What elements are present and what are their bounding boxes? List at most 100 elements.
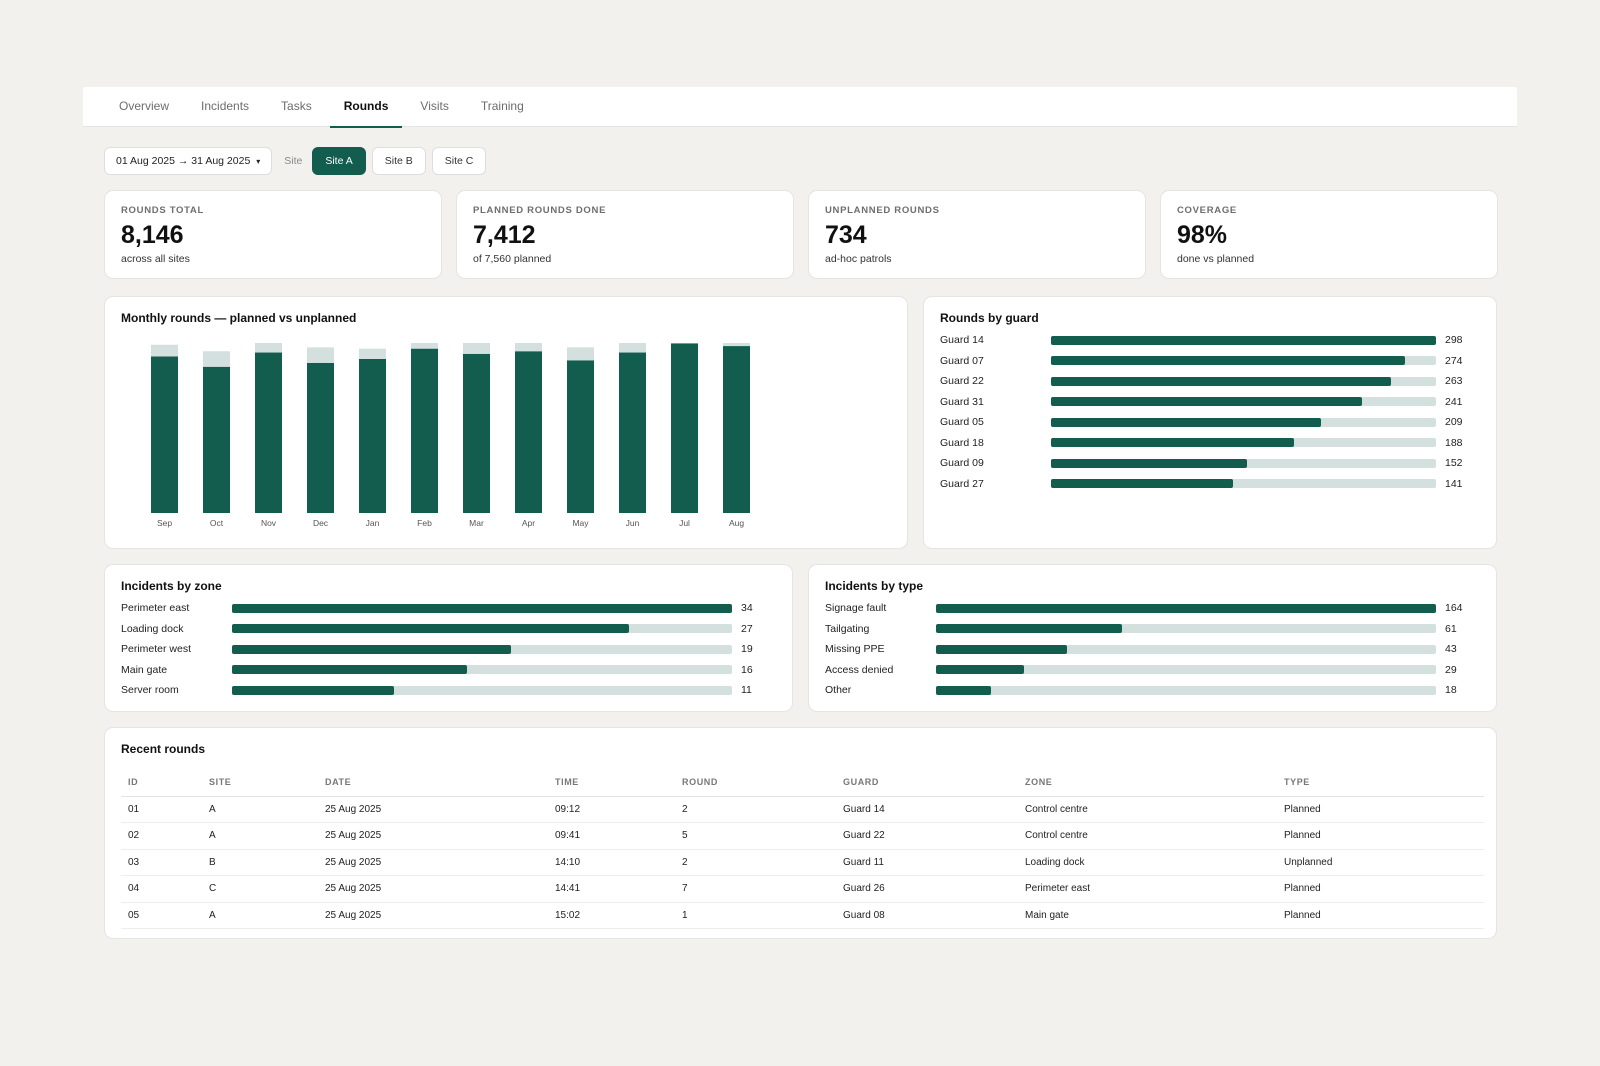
- table-row[interactable]: 02 A 25 Aug 2025 09:41 5 Guard 22 Control cent…: [121, 822, 1484, 850]
- unplanned-bar-nov: [255, 343, 282, 353]
- cell-round: 2: [675, 849, 836, 876]
- cell-site: C: [202, 875, 318, 903]
- planned-bar-apr: [515, 351, 542, 513]
- cell-guard: Guard 26: [836, 875, 1018, 903]
- cell-type: Planned: [1277, 822, 1484, 850]
- planned-bar-mar: [463, 353, 490, 513]
- incidents-by-type-title: Incidents by type: [825, 579, 924, 593]
- guard-track: [1051, 376, 1436, 386]
- unplanned-bar-apr: [515, 343, 542, 352]
- x-tick-label: Sep: [157, 518, 172, 528]
- table-row[interactable]: 03 B 25 Aug 2025 14:10 2 Guard 11 Loading dock…: [121, 849, 1484, 876]
- cell-zone: Control centre: [1018, 796, 1277, 823]
- type-track: [936, 624, 1436, 634]
- zone-bar: [232, 624, 630, 634]
- type-row: Signage fault 164: [825, 598, 1480, 619]
- filter-bar: 01 Aug 2025 → 31 Aug 2025 ▾ Site Site A …: [104, 147, 492, 175]
- cell-id: 05: [121, 902, 202, 929]
- zone-bar: [232, 685, 394, 695]
- column-header-round: ROUND: [675, 769, 836, 797]
- guard-track: [1051, 356, 1436, 366]
- kpi-card-planned-rounds-done: PLANNED ROUNDS DONE 7,412 of 7,560 plann…: [456, 190, 794, 279]
- date-range-label: 01 Aug 2025 → 31 Aug 2025: [116, 155, 251, 167]
- cell-date: 25 Aug 2025: [318, 849, 548, 876]
- column-header-site: SITE: [202, 769, 318, 797]
- column-header-type: TYPE: [1277, 769, 1484, 797]
- guard-track: [1051, 458, 1436, 468]
- guard-bar: [1051, 438, 1294, 448]
- zone-row: Main gate 16: [121, 660, 776, 681]
- guard-row: Guard 18 188: [940, 433, 1480, 454]
- site-b-button[interactable]: Site B: [371, 147, 426, 175]
- table-row[interactable]: 04 C 25 Aug 2025 14:41 7 Guard 26 Perimeter ea…: [121, 875, 1484, 903]
- type-value: 18: [1445, 684, 1457, 697]
- tab-incidents[interactable]: Incidents: [201, 99, 250, 113]
- column-header-id: ID: [121, 769, 202, 797]
- zone-label: Main gate: [121, 663, 168, 676]
- zone-label: Loading dock: [121, 622, 184, 635]
- tab-visits[interactable]: Visits: [420, 99, 449, 113]
- guard-row: Guard 07 274: [940, 351, 1480, 372]
- guard-row: Guard 22 263: [940, 371, 1480, 392]
- tab-tasks[interactable]: Tasks: [281, 99, 312, 113]
- incidents-by-type-card: Incidents by type Signage fault 164 Tailga…: [808, 564, 1497, 712]
- date-range-picker[interactable]: 01 Aug 2025 → 31 Aug 2025 ▾: [104, 147, 273, 175]
- type-row: Access denied 29: [825, 660, 1480, 681]
- cell-site: A: [202, 796, 318, 823]
- zone-track: [232, 644, 732, 654]
- table-row[interactable]: 01 A 25 Aug 2025 09:12 2 Guard 14 Control cent…: [121, 796, 1484, 823]
- guard-value: 141: [1445, 477, 1463, 490]
- cell-date: 25 Aug 2025: [318, 796, 548, 823]
- rounds-by-guard-chart: Guard 14 298 Guard 07 274 Guard 22 263 Guard 3…: [940, 330, 1480, 494]
- tab-training[interactable]: Training: [480, 99, 524, 113]
- type-label: Signage fault: [825, 602, 887, 615]
- type-track: [936, 603, 1436, 613]
- recent-rounds-table: ID SITE DATE TIME ROUND GUARD ZONE TYPE …: [121, 769, 1484, 929]
- kpi-value: 98%: [1177, 221, 1228, 249]
- guard-row: Guard 27 141: [940, 474, 1480, 495]
- rounds-by-guard-title: Rounds by guard: [940, 311, 1039, 325]
- type-track: [936, 665, 1436, 675]
- unplanned-bar-may: [567, 347, 594, 361]
- zone-value: 27: [741, 622, 753, 635]
- unplanned-bar-sep: [151, 344, 178, 357]
- type-label: Missing PPE: [825, 643, 885, 656]
- table-row[interactable]: 05 A 25 Aug 2025 15:02 1 Guard 08 Main gate Pla…: [121, 902, 1484, 929]
- cell-type: Planned: [1277, 796, 1484, 823]
- site-a-button[interactable]: Site A: [312, 147, 366, 175]
- tab-overview[interactable]: Overview: [119, 99, 170, 113]
- planned-bar-sep: [151, 356, 178, 513]
- cell-guard: Guard 11: [836, 849, 1018, 876]
- planned-bar-oct: [203, 366, 230, 513]
- planned-bar-may: [567, 360, 594, 513]
- guard-row: Guard 31 241: [940, 392, 1480, 413]
- type-label: Tailgating: [825, 622, 870, 635]
- incidents-by-type-chart: Signage fault 164 Tailgating 61 Missing PPE 4…: [825, 598, 1480, 701]
- unplanned-bar-jan: [359, 348, 386, 359]
- guard-label: Guard 18: [940, 436, 984, 449]
- monthly-rounds-chart: Sep Oct Nov Dec Jan Feb Mar Apr May Jun Jul Aug: [151, 343, 750, 528]
- kpi-subtext: ad-hoc patrols: [825, 253, 892, 265]
- x-tick-label: May: [572, 518, 589, 528]
- tab-rounds[interactable]: Rounds: [329, 87, 403, 128]
- incidents-by-zone-chart: Perimeter east 34 Loading dock 27 Perimeter …: [121, 598, 776, 701]
- unplanned-bar-dec: [307, 347, 334, 363]
- planned-bar-jul: [671, 343, 698, 513]
- cell-time: 09:41: [548, 822, 675, 850]
- planned-bar-feb: [411, 348, 438, 513]
- kpi-card-unplanned-rounds: UNPLANNED ROUNDS 734 ad-hoc patrols: [808, 190, 1146, 279]
- type-value: 164: [1445, 602, 1463, 615]
- zone-bar: [232, 603, 732, 613]
- cell-site: A: [202, 902, 318, 929]
- cell-type: Unplanned: [1277, 849, 1484, 876]
- column-header-time: TIME: [548, 769, 675, 797]
- type-label: Access denied: [825, 663, 894, 676]
- site-c-button[interactable]: Site C: [431, 147, 487, 175]
- guard-value: 263: [1445, 375, 1463, 388]
- type-value: 43: [1445, 643, 1457, 656]
- kpi-value: 8,146: [121, 221, 184, 249]
- guard-value: 152: [1445, 457, 1463, 470]
- guard-track: [1051, 417, 1436, 427]
- cell-id: 01: [121, 796, 202, 823]
- cell-time: 14:10: [548, 849, 675, 876]
